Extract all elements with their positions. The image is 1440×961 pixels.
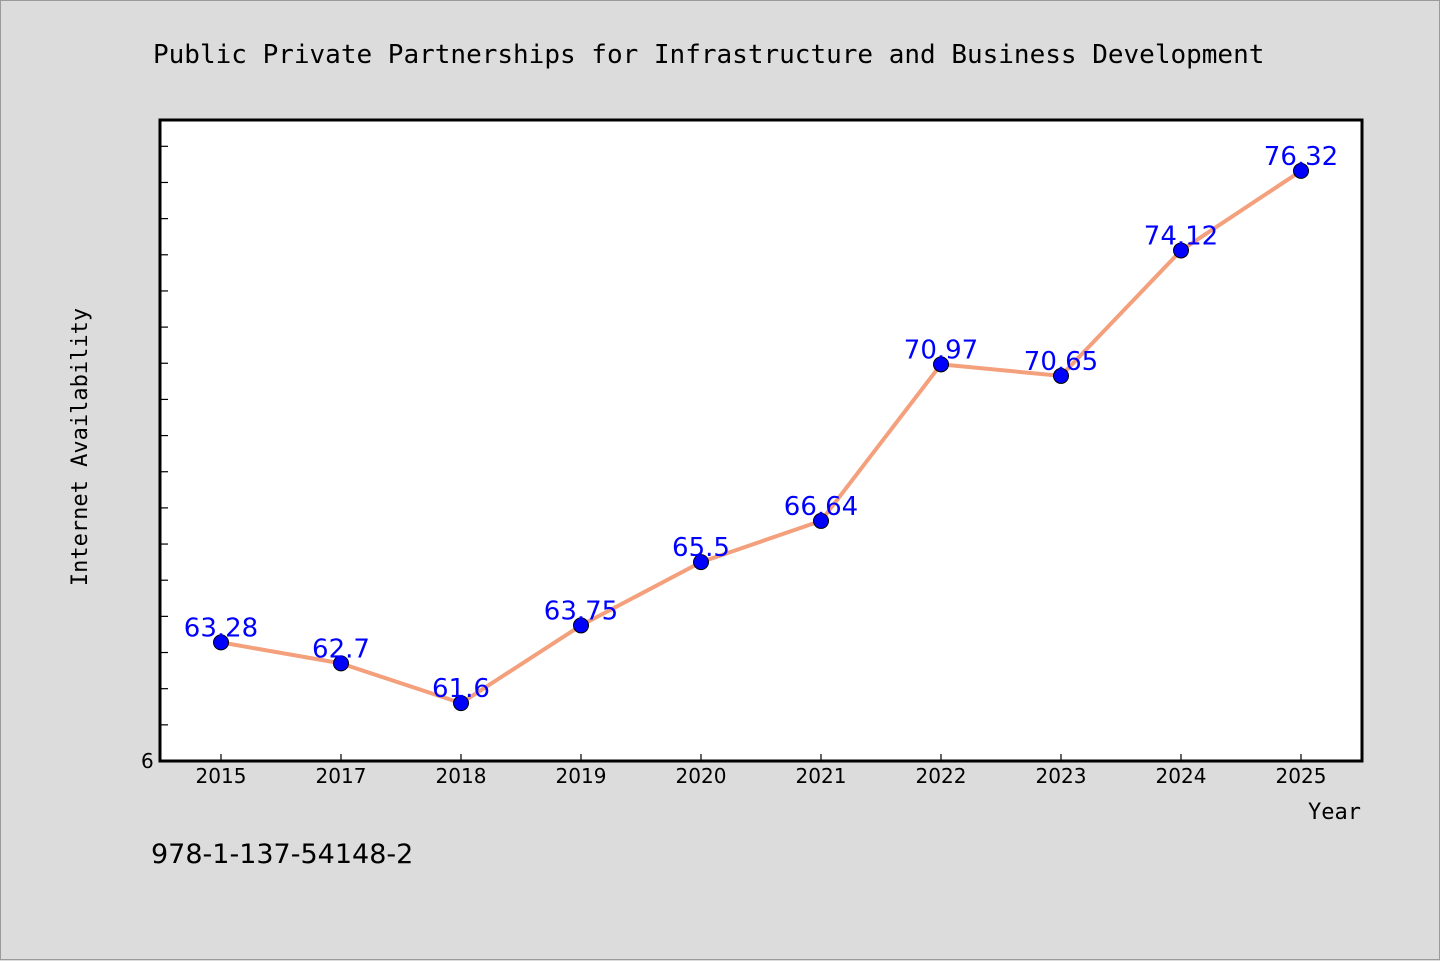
y-axis-title: Internet Availability [68, 308, 93, 586]
plot-area [158, 118, 1364, 763]
x-tick-label: 2024 [1156, 764, 1207, 788]
x-axis-title: Year [1308, 800, 1361, 825]
data-label: 70.97 [904, 335, 978, 365]
isbn-text: 978-1-137-54148-2 [151, 839, 413, 870]
data-point [933, 356, 949, 373]
data-label: 76.32 [1264, 142, 1338, 172]
data-point [453, 695, 469, 712]
data-point [573, 617, 589, 634]
x-axis-ticks [220, 754, 1302, 761]
y-tick-label: 6 [141, 749, 154, 773]
data-label: 70.65 [1024, 347, 1098, 377]
x-tick-label: 2018 [436, 764, 487, 788]
data-point [693, 554, 709, 571]
series-0: 63.28 62.7 61.6 63.75 65.5 66.64 70.97 70.65 74.… [184, 142, 1338, 712]
data-point [1173, 242, 1189, 259]
chart-title: Public Private Partnerships for Infrastr… [153, 40, 1264, 70]
x-tick-label: 2017 [316, 764, 367, 788]
x-tick-label: 2022 [916, 764, 967, 788]
series-line [220, 169, 1303, 706]
data-point [813, 512, 829, 529]
x-tick-label: 2015 [196, 764, 247, 788]
x-tick-label: 2025 [1276, 764, 1327, 788]
data-point [1053, 367, 1069, 384]
data-point [213, 634, 229, 651]
data-point [333, 655, 349, 672]
data-label: 62.7 [312, 634, 370, 664]
x-tick-label: 2021 [796, 764, 847, 788]
data-label: 63.28 [184, 613, 258, 643]
data-label: 63.75 [544, 596, 618, 626]
data-label: 66.64 [784, 492, 858, 522]
y-axis-ticks [161, 145, 168, 726]
x-tick-label: 2023 [1036, 764, 1087, 788]
x-tick-label: 2020 [676, 764, 727, 788]
x-tick-label: 2019 [556, 764, 607, 788]
data-label: 65.5 [672, 533, 730, 563]
data-point [1293, 162, 1309, 179]
data-label: 61.6 [432, 674, 490, 704]
data-label: 74.12 [1144, 221, 1218, 251]
x-tick-labels: 2015 2017 2018 2019 2020 2021 2022 2023 2024 2025 [196, 764, 1327, 788]
